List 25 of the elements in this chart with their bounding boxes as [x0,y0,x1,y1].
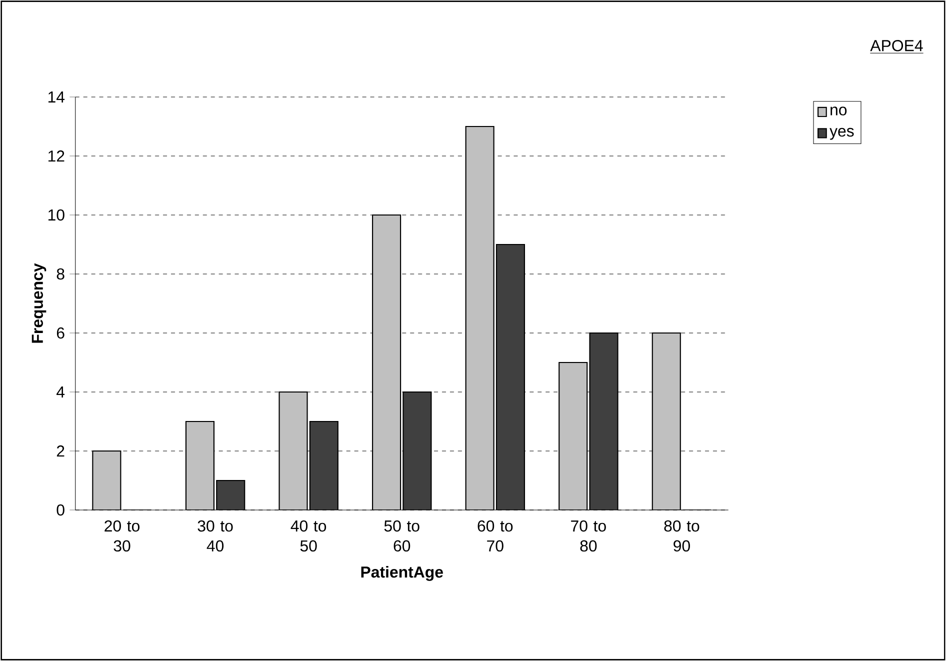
y-tick-label: 8 [56,268,64,280]
legend-label: yes [830,128,854,140]
legend-title: APOE4 [870,40,923,52]
legend-label: no [830,106,847,116]
y-tick-label: 4 [56,386,65,398]
y-tick-label: 12 [48,150,64,162]
y-tick-label: 0 [56,504,64,516]
bar [309,420,338,510]
y-tick-label: 14 [48,92,65,102]
x-tick-label: 80 to 90 [664,520,700,552]
x-tick-label: 40 to 50 [290,520,326,552]
x-tick-label: 50 to 60 [384,520,420,552]
bar [589,332,618,510]
bar [496,244,526,510]
bar [402,391,432,510]
y-tick-label: 2 [56,445,64,457]
y-tick-label: 6 [56,327,64,339]
y-tick-label: 10 [48,209,64,221]
x-axis-title: PatientAge [361,566,443,581]
x-tick-label: 70 to 80 [571,520,606,552]
x-tick-label: 30 to 40 [198,520,233,552]
y-axis-title: Frequency [32,263,46,343]
x-tick-label: 20 to 30 [104,520,140,552]
x-tick-label: 60 to 70 [478,520,513,552]
bar [216,480,246,510]
